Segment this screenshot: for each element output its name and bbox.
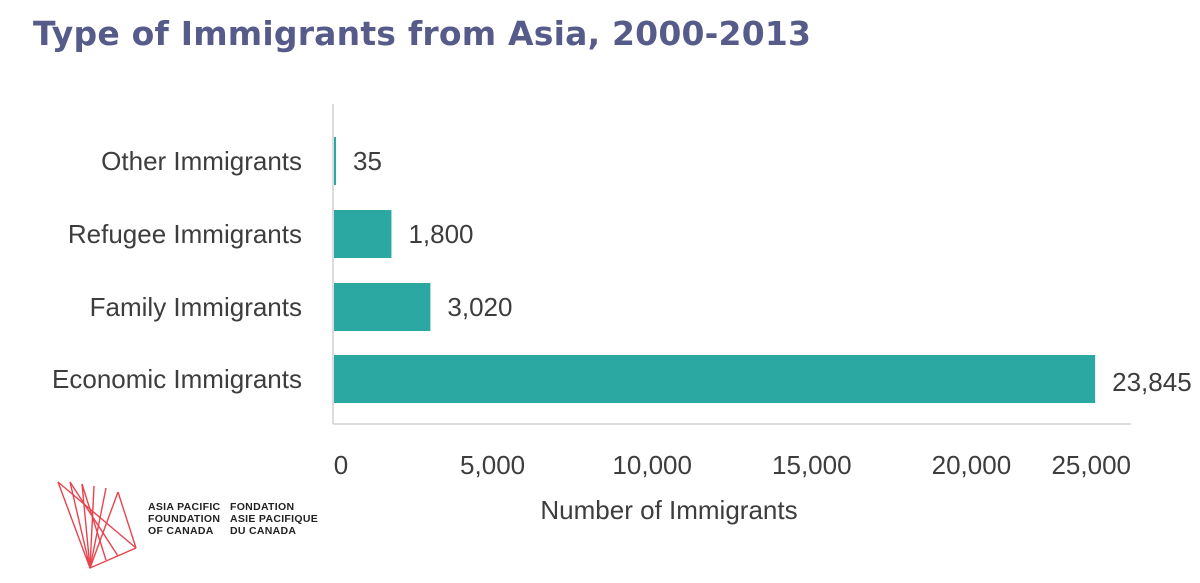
bar-refugee-immigrants [334, 210, 392, 258]
x-tick-label: 0 [334, 450, 348, 480]
value-label: 1,800 [408, 219, 473, 249]
x-tick-label: 25,000 [1051, 450, 1131, 480]
category-label: Economic Immigrants [52, 364, 302, 394]
x-axis-title: Number of Immigrants [540, 495, 797, 525]
logo-text-english: ASIA PACIFIC FOUNDATION OF CANADA [148, 501, 221, 537]
value-labels: 35 1,800 3,020 23,845 [353, 146, 1192, 397]
bar-family-immigrants [334, 283, 431, 331]
category-label: Family Immigrants [90, 292, 302, 322]
category-label: Refugee Immigrants [68, 219, 302, 249]
category-label: Other Immigrants [101, 146, 302, 176]
value-label: 35 [353, 146, 382, 176]
bar-economic-immigrants [334, 355, 1096, 403]
x-tick-label: 10,000 [612, 450, 692, 480]
apf-logo: ASIA PACIFIC FOUNDATION OF CANADA FONDAT… [56, 478, 326, 573]
bar-other-immigrants [334, 137, 336, 185]
x-tick-label: 15,000 [772, 450, 852, 480]
value-label: 3,020 [447, 292, 512, 322]
value-label: 23,845 [1112, 367, 1192, 397]
x-tick-label: 20,000 [932, 450, 1012, 480]
category-labels: Other Immigrants Refugee Immigrants Family… [52, 146, 302, 394]
x-tick-label: 5,000 [460, 450, 525, 480]
x-tick-labels: 0 5,000 10,000 15,000 20,000 25,000 [334, 450, 1131, 480]
apf-logo-icon [57, 481, 137, 569]
chart-title: Type of Immigrants from Asia, 2000-2013 [33, 14, 812, 53]
bars-group [334, 137, 1096, 403]
logo-text-french: FONDATION ASIE PACIFIQUE DU CANADA [230, 501, 319, 537]
